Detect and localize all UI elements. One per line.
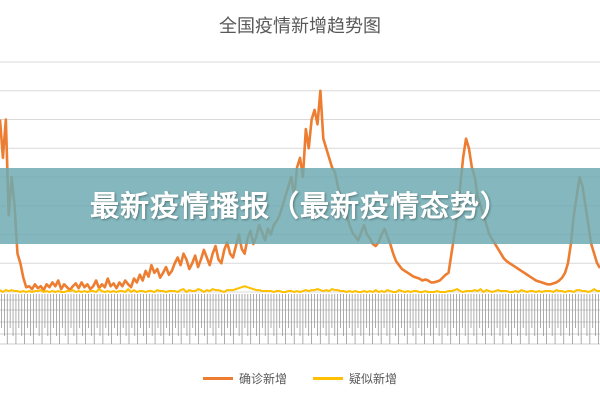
legend-item-suspected: 疑似新增 <box>313 370 397 387</box>
chart-title: 全国疫情新增趋势图 <box>219 16 381 37</box>
banner-headline: 最新疫情播报（最新疫情态势） <box>89 189 510 223</box>
chart-legend: 确诊新增 疑似新增 <box>0 368 600 388</box>
chart-series <box>0 89 600 293</box>
legend-label-suspected: 疑似新增 <box>349 371 398 386</box>
series-line-suspected <box>0 285 600 293</box>
legend-item-confirmed: 确诊新增 <box>202 370 287 387</box>
headline-banner: 最新疫情播报（最新疫情态势） <box>0 168 600 244</box>
legend-swatch-suspected <box>313 376 343 380</box>
x-axis-ticks <box>0 294 600 345</box>
legend-swatch-confirmed <box>202 376 233 380</box>
legend-label-confirmed: 确诊新增 <box>238 371 287 386</box>
series-line-confirmed <box>0 89 600 292</box>
